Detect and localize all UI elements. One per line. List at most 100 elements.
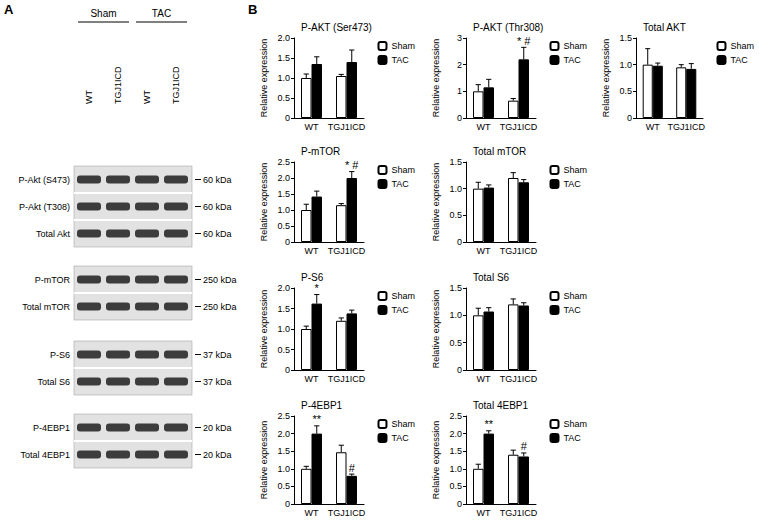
svg-text:Relative expression: Relative expression	[259, 39, 269, 118]
svg-text:0.5: 0.5	[277, 93, 290, 103]
svg-text:WT: WT	[305, 122, 319, 132]
svg-text:60 kDa: 60 kDa	[203, 229, 232, 239]
svg-text:0: 0	[285, 499, 290, 509]
svg-text:P-S6: P-S6	[301, 272, 324, 283]
svg-text:20 kDa: 20 kDa	[203, 423, 232, 433]
svg-text:0: 0	[285, 365, 290, 375]
svg-text:**: **	[312, 413, 321, 425]
svg-text:Sham: Sham	[730, 41, 754, 51]
svg-text:TGJ1ICD: TGJ1ICD	[500, 122, 538, 132]
svg-text:2.5: 2.5	[277, 157, 290, 167]
svg-text:1.0: 1.0	[277, 205, 290, 215]
svg-text:1.5: 1.5	[449, 283, 462, 293]
svg-text:WT: WT	[646, 122, 660, 132]
svg-text:Sham: Sham	[391, 419, 415, 429]
svg-text:TAC: TAC	[563, 433, 581, 443]
svg-text:Relative expression: Relative expression	[601, 39, 611, 118]
svg-text:TGJ1ICD: TGJ1ICD	[328, 122, 366, 132]
svg-text:TAC: TAC	[391, 305, 409, 315]
svg-text:TAC: TAC	[152, 8, 171, 19]
svg-text:0.5: 0.5	[449, 338, 462, 348]
svg-text:1.5: 1.5	[619, 33, 632, 43]
svg-text:WT: WT	[477, 246, 491, 256]
svg-text:Sham: Sham	[563, 291, 587, 301]
svg-text:TGJ1ICD: TGJ1ICD	[113, 66, 123, 104]
svg-text:TAC: TAC	[730, 55, 748, 65]
svg-text:Total S6: Total S6	[473, 272, 510, 283]
svg-text:Relative expression: Relative expression	[431, 421, 441, 500]
svg-text:P-S6: P-S6	[50, 350, 70, 360]
svg-text:TGJ1ICD: TGJ1ICD	[328, 246, 366, 256]
svg-text:Total mTOR: Total mTOR	[473, 146, 526, 157]
svg-text:*: *	[315, 282, 320, 294]
svg-text:2.0: 2.0	[277, 33, 290, 43]
svg-text:P-Akt (S473): P-Akt (S473)	[18, 175, 70, 185]
svg-text:0: 0	[285, 113, 290, 123]
svg-text:2.0: 2.0	[277, 283, 290, 293]
svg-text:Total AKT: Total AKT	[643, 22, 686, 33]
svg-text:Relative expression: Relative expression	[259, 163, 269, 242]
svg-text:Relative expression: Relative expression	[259, 421, 269, 500]
svg-text:1.0: 1.0	[449, 310, 462, 320]
svg-text:Sham: Sham	[391, 165, 415, 175]
svg-text:* #: * #	[517, 35, 531, 47]
svg-text:0.5: 0.5	[277, 345, 290, 355]
svg-text:1.5: 1.5	[277, 446, 290, 456]
svg-text:WT: WT	[142, 90, 152, 104]
svg-text:Sham: Sham	[563, 41, 587, 51]
svg-text:TAC: TAC	[391, 55, 409, 65]
svg-text:Total 4EBP1: Total 4EBP1	[473, 400, 528, 411]
svg-text:2.5: 2.5	[449, 411, 462, 421]
svg-text:0: 0	[457, 499, 462, 509]
svg-text:1.0: 1.0	[277, 464, 290, 474]
svg-text:1.0: 1.0	[277, 324, 290, 334]
svg-text:3: 3	[457, 33, 462, 43]
svg-text:TAC: TAC	[563, 305, 581, 315]
svg-text:TGJ1ICD: TGJ1ICD	[500, 508, 538, 518]
svg-text:**: **	[484, 418, 493, 430]
svg-text:0.5: 0.5	[449, 210, 462, 220]
svg-text:1.5: 1.5	[449, 157, 462, 167]
svg-text:Sham: Sham	[563, 419, 587, 429]
svg-text:TGJ1ICD: TGJ1ICD	[500, 374, 538, 384]
svg-text:Total mTOR: Total mTOR	[22, 302, 70, 312]
svg-text:TGJ1ICD: TGJ1ICD	[667, 122, 705, 132]
svg-text:0.5: 0.5	[619, 86, 632, 96]
svg-text:0.5: 0.5	[449, 481, 462, 491]
svg-text:WT: WT	[305, 374, 319, 384]
svg-text:Relative expression: Relative expression	[431, 290, 441, 369]
svg-text:P-4EBP1: P-4EBP1	[33, 423, 70, 433]
svg-text:2.5: 2.5	[277, 411, 290, 421]
svg-text:TGJ1ICD: TGJ1ICD	[171, 66, 181, 104]
svg-text:* #: * #	[345, 159, 359, 171]
svg-text:WT: WT	[84, 90, 94, 104]
svg-text:#: #	[349, 462, 356, 474]
svg-text:Total S6: Total S6	[37, 377, 70, 387]
svg-text:1: 1	[457, 86, 462, 96]
svg-text:Sham: Sham	[391, 41, 415, 51]
svg-text:WT: WT	[477, 508, 491, 518]
svg-text:2.0: 2.0	[449, 429, 462, 439]
svg-text:2: 2	[457, 60, 462, 70]
svg-text:WT: WT	[305, 246, 319, 256]
svg-text:Relative expression: Relative expression	[259, 290, 269, 369]
svg-text:WT: WT	[477, 122, 491, 132]
svg-text:1.0: 1.0	[619, 60, 632, 70]
svg-text:2.0: 2.0	[277, 429, 290, 439]
svg-text:0: 0	[627, 113, 632, 123]
svg-text:250 kDa: 250 kDa	[203, 302, 237, 312]
svg-text:TAC: TAC	[563, 179, 581, 189]
svg-text:1.5: 1.5	[277, 53, 290, 63]
svg-text:0: 0	[457, 113, 462, 123]
svg-text:20 kDa: 20 kDa	[203, 450, 232, 460]
svg-text:Sham: Sham	[391, 291, 415, 301]
svg-text:TAC: TAC	[563, 55, 581, 65]
svg-text:P-Akt (T308): P-Akt (T308)	[19, 202, 70, 212]
svg-text:0: 0	[457, 237, 462, 247]
svg-text:Sham: Sham	[563, 165, 587, 175]
svg-text:P-mTOR: P-mTOR	[35, 275, 71, 285]
svg-text:0: 0	[285, 237, 290, 247]
svg-text:TAC: TAC	[391, 433, 409, 443]
svg-text:1.0: 1.0	[449, 184, 462, 194]
svg-text:60 kDa: 60 kDa	[203, 202, 232, 212]
